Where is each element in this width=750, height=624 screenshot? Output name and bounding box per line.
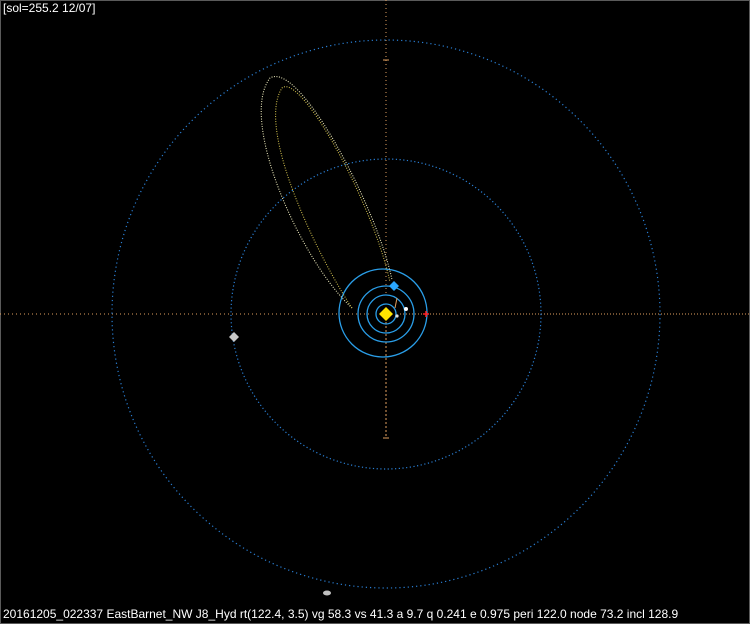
meteoroid-position-icon [404,307,408,311]
orbit-jupiter [230,158,542,470]
planet-saturn-icon [323,590,331,596]
red-cross-icon [423,311,429,317]
earth-icon [389,281,399,291]
sol-label: [sol=255.2 12/07] [3,1,96,15]
sun-icon [379,307,393,321]
meteoroid-orbit [260,75,393,309]
orbit-mars [338,268,428,358]
orbit-saturn [111,39,661,589]
mercury-planet-icon [395,314,399,318]
orbit-earth [357,285,415,343]
status-line: 20161205_022337 EastBarnet_NW J8_Hyd rt(… [3,607,679,621]
orbit-mercury [375,303,397,325]
meteoroid-orbit-below [275,86,391,309]
orbit-venus [366,294,406,334]
meteoroid-orbit-above [260,75,393,309]
meteoroid-velocity-line [394,297,398,309]
planet-jupiter-icon [229,332,239,342]
